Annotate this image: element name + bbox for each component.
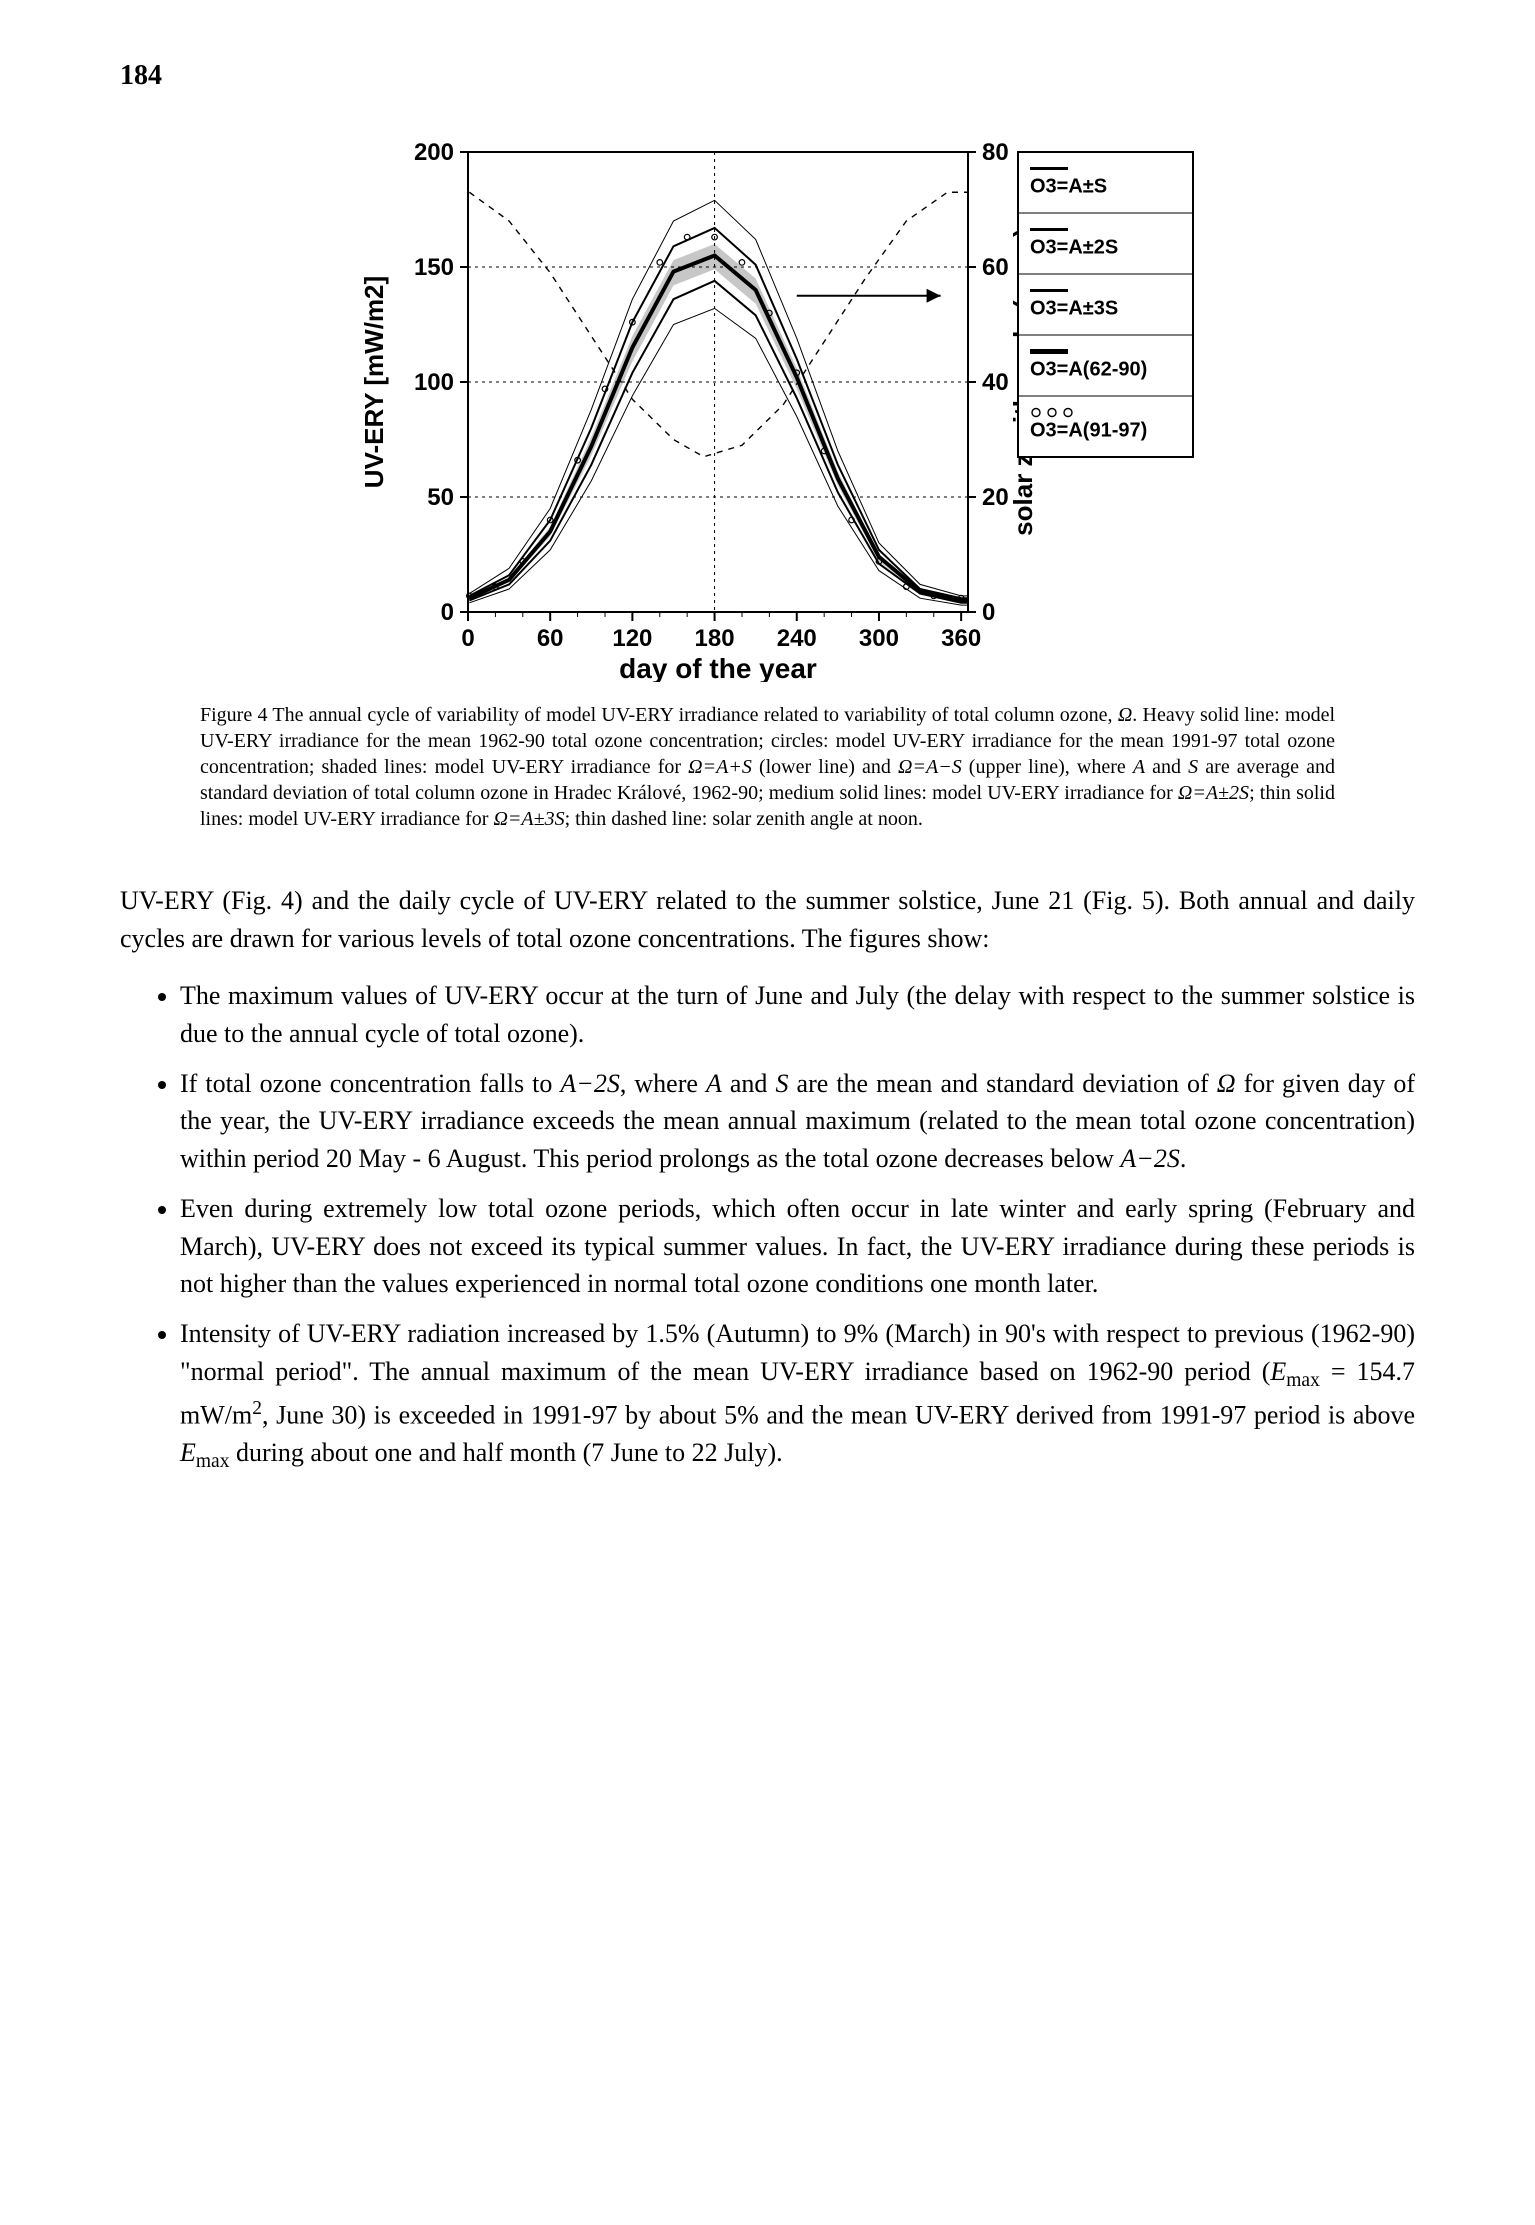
svg-text:150: 150: [413, 254, 453, 281]
b2-g: are the mean and standard deviation of: [788, 1069, 1216, 1098]
svg-text:360: 360: [941, 625, 981, 652]
svg-text:40: 40: [982, 369, 1009, 396]
b2-a: If total ozone concentration falls to: [180, 1069, 560, 1098]
svg-text:O3=A(62-90): O3=A(62-90): [1030, 359, 1147, 381]
caption-t9: S: [1188, 756, 1198, 778]
caption-t11: Ω=A±2S: [1178, 782, 1249, 804]
bullet-2: If total ozone concentration falls to A−…: [180, 1065, 1415, 1178]
svg-text:50: 50: [427, 484, 454, 511]
svg-text:200: 200: [413, 139, 453, 166]
svg-text:O3=A±S: O3=A±S: [1030, 176, 1107, 198]
caption-t1: Ω: [1118, 704, 1132, 726]
svg-text:O3=A±2S: O3=A±2S: [1030, 237, 1118, 259]
svg-text:120: 120: [612, 625, 652, 652]
b4-c: max: [1286, 1370, 1320, 1391]
b2-f: S: [775, 1069, 788, 1098]
bullet-3: Even during extremely low total ozone pe…: [180, 1190, 1415, 1303]
b2-j: A−2S: [1120, 1144, 1179, 1173]
page-number: 184: [120, 60, 1415, 92]
svg-text:O3=A±3S: O3=A±3S: [1030, 298, 1118, 320]
body-paragraph: UV-ERY (Fig. 4) and the daily cycle of U…: [120, 882, 1415, 957]
caption-t6: (upper line), where: [962, 756, 1133, 778]
svg-text:0: 0: [982, 599, 995, 626]
b2-k: .: [1180, 1144, 1187, 1173]
b4-h: max: [196, 1452, 230, 1473]
caption-t8: and: [1145, 756, 1188, 778]
chart-svg: 0 60 120 180 240 300 360 day of the year 0 50 100 1…: [328, 122, 1208, 682]
bullet-1: The maximum values of UV-ERY occur at th…: [180, 977, 1415, 1052]
svg-text:60: 60: [536, 625, 563, 652]
figure-label: Figure 4: [200, 704, 268, 726]
caption-t7: A: [1133, 756, 1145, 778]
figure-caption: Figure 4 The annual cycle of variability…: [200, 702, 1335, 832]
svg-text:80: 80: [982, 139, 1009, 166]
caption-t14: ; thin dashed line: solar zenith angle a…: [565, 808, 923, 830]
svg-text:UV-ERY [mW/m2]: UV-ERY [mW/m2]: [359, 276, 389, 488]
svg-text:240: 240: [776, 625, 816, 652]
caption-t3: Ω=A+S: [688, 756, 752, 778]
bullet-4: Intensity of UV-ERY radiation increased …: [180, 1315, 1415, 1477]
svg-text:day of the year: day of the year: [619, 653, 817, 682]
svg-text:180: 180: [694, 625, 734, 652]
figure-4: 0 60 120 180 240 300 360 day of the year 0 50 100 1…: [120, 122, 1415, 682]
b2-h: Ω: [1217, 1069, 1236, 1098]
b4-g: E: [180, 1438, 196, 1467]
caption-t4: (lower line) and: [752, 756, 898, 778]
b4-e: 2: [252, 1398, 262, 1419]
b2-b: A−2S: [560, 1069, 619, 1098]
svg-text:100: 100: [413, 369, 453, 396]
b2-c: , where: [620, 1069, 706, 1098]
b2-e: and: [722, 1069, 776, 1098]
svg-text:60: 60: [982, 254, 1009, 281]
b4-a: Intensity of UV-ERY radiation increased …: [180, 1319, 1415, 1386]
b4-f: , June 30) is exceeded in 1991-97 by abo…: [262, 1401, 1415, 1430]
svg-text:O3=A(91-97): O3=A(91-97): [1030, 420, 1147, 442]
b4-b: E: [1270, 1357, 1286, 1386]
svg-text:300: 300: [858, 625, 898, 652]
b4-i: during about one and half month (7 June …: [229, 1438, 782, 1467]
svg-text:0: 0: [440, 599, 453, 626]
b2-d: A: [706, 1069, 722, 1098]
caption-t0: The annual cycle of variability of model…: [268, 704, 1118, 726]
svg-text:0: 0: [461, 625, 474, 652]
caption-t13: Ω=A±3S: [493, 808, 564, 830]
svg-text:20: 20: [982, 484, 1009, 511]
caption-t5: Ω=A−S: [898, 756, 962, 778]
bullet-list: The maximum values of UV-ERY occur at th…: [120, 977, 1415, 1476]
